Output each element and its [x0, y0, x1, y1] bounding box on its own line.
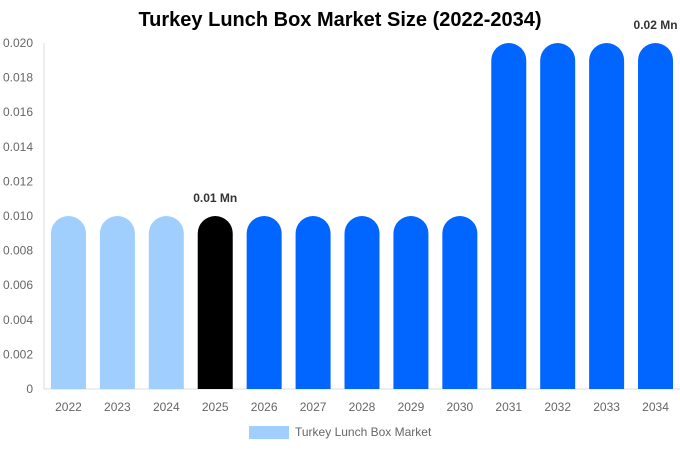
y-tick-label: 0.020 — [3, 36, 33, 50]
x-tick-label: 2034 — [642, 400, 669, 414]
y-tick-label: 0.010 — [3, 209, 33, 223]
x-tick-label: 2030 — [446, 400, 473, 414]
x-tick-label: 2023 — [104, 400, 131, 414]
chart-title: Turkey Lunch Box Market Size (2022-2034) — [138, 9, 542, 31]
data-label: 0.02 Mn — [634, 18, 678, 32]
legend-label: Turkey Lunch Box Market — [295, 425, 432, 439]
x-tick-label: 2027 — [300, 400, 327, 414]
x-tick-label: 2024 — [153, 400, 180, 414]
bar-2026[interactable] — [246, 216, 282, 389]
y-tick-label: 0.002 — [3, 347, 33, 361]
bar-2031[interactable] — [491, 43, 527, 389]
bar-2030[interactable] — [442, 216, 478, 389]
bar-2032[interactable] — [540, 43, 576, 389]
legend[interactable]: Turkey Lunch Box Market — [249, 425, 431, 439]
y-tick-label: 0 — [26, 382, 33, 396]
bar-2034[interactable] — [638, 43, 674, 389]
x-tick-label: 2033 — [593, 400, 620, 414]
legend-swatch — [249, 425, 289, 439]
y-tick-label: 0.018 — [3, 71, 33, 85]
y-tick-label: 0.004 — [3, 313, 33, 327]
y-tick-label: 0.008 — [3, 244, 33, 258]
x-tick-label: 2028 — [349, 400, 376, 414]
x-tick-label: 2032 — [544, 400, 571, 414]
x-tick-label: 2025 — [202, 400, 229, 414]
bar-2033[interactable] — [589, 43, 625, 389]
y-tick-label: 0.012 — [3, 174, 33, 188]
bar-2025[interactable] — [197, 216, 233, 389]
data-label: 0.01 Mn — [193, 191, 237, 205]
bar-2024[interactable] — [148, 216, 184, 389]
x-tick-label: 2026 — [251, 400, 278, 414]
bar-2029[interactable] — [393, 216, 429, 389]
bar-2027[interactable] — [295, 216, 331, 389]
bar-2022[interactable] — [50, 216, 86, 389]
y-tick-label: 0.016 — [3, 105, 33, 119]
y-tick-label: 0.014 — [3, 140, 33, 154]
x-tick-label: 2022 — [55, 400, 82, 414]
bar-2028[interactable] — [344, 216, 380, 389]
y-tick-label: 0.006 — [3, 278, 33, 292]
x-tick-label: 2031 — [495, 400, 522, 414]
x-tick-label: 2029 — [398, 400, 425, 414]
bar-2023[interactable] — [99, 216, 135, 389]
